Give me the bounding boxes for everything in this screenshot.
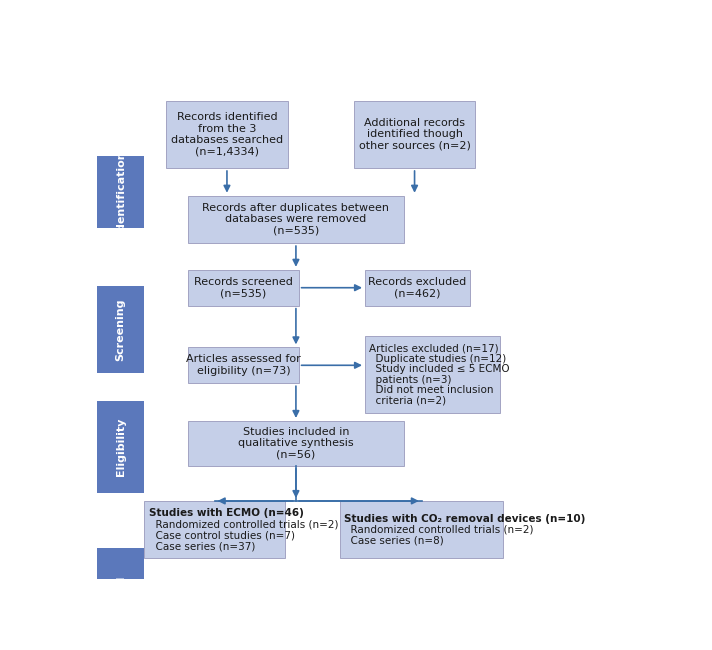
Text: Duplicate studies (n=12): Duplicate studies (n=12) [370, 354, 506, 364]
Text: Articles excluded (n=17): Articles excluded (n=17) [370, 343, 499, 353]
FancyBboxPatch shape [188, 270, 299, 306]
FancyBboxPatch shape [98, 401, 144, 493]
FancyBboxPatch shape [365, 270, 470, 306]
FancyBboxPatch shape [340, 501, 503, 558]
Text: Records screened
(n=535): Records screened (n=535) [194, 277, 293, 298]
Text: Records excluded
(n=462): Records excluded (n=462) [368, 277, 466, 298]
FancyBboxPatch shape [188, 421, 404, 466]
FancyBboxPatch shape [365, 336, 500, 413]
FancyBboxPatch shape [188, 347, 299, 384]
Text: Did not meet inclusion: Did not meet inclusion [370, 385, 494, 395]
Text: Records identified
from the 3
databases searched
(n=1,4334): Records identified from the 3 databases … [171, 112, 283, 157]
FancyBboxPatch shape [98, 549, 144, 650]
FancyBboxPatch shape [98, 286, 144, 373]
Text: Included: Included [116, 576, 126, 629]
Text: Case series (n=8): Case series (n=8) [345, 536, 444, 546]
FancyBboxPatch shape [144, 501, 285, 558]
Text: Randomized controlled trials (n=2): Randomized controlled trials (n=2) [345, 525, 534, 535]
Text: Study included ≤ 5 ECMO: Study included ≤ 5 ECMO [370, 364, 510, 374]
Text: Identification: Identification [116, 150, 126, 234]
Text: criteria (n=2): criteria (n=2) [370, 396, 446, 406]
Text: patients (n=3): patients (n=3) [370, 375, 452, 385]
Text: Eligibility: Eligibility [116, 418, 126, 476]
FancyBboxPatch shape [98, 155, 144, 228]
Text: Screening: Screening [116, 298, 126, 361]
FancyBboxPatch shape [167, 101, 288, 168]
Text: Randomized controlled trials (n=2): Randomized controlled trials (n=2) [149, 519, 338, 529]
Text: Records after duplicates between
databases were removed
(n=535): Records after duplicates between databas… [202, 203, 389, 236]
Text: Studies with CO₂ removal devices (n=10): Studies with CO₂ removal devices (n=10) [345, 514, 586, 524]
Text: Case series (n=37): Case series (n=37) [149, 541, 255, 551]
FancyBboxPatch shape [354, 101, 476, 168]
Text: Articles assessed for
eligibility (n=73): Articles assessed for eligibility (n=73) [186, 354, 301, 376]
Text: Case control studies (n=7): Case control studies (n=7) [149, 530, 295, 540]
Text: Studies included in
qualitative synthesis
(n=56): Studies included in qualitative synthesi… [238, 427, 354, 460]
FancyBboxPatch shape [188, 196, 404, 243]
Text: Additional records
identified though
other sources (n=2): Additional records identified though oth… [359, 118, 471, 151]
Text: Studies with ECMO (n=46): Studies with ECMO (n=46) [149, 508, 303, 518]
